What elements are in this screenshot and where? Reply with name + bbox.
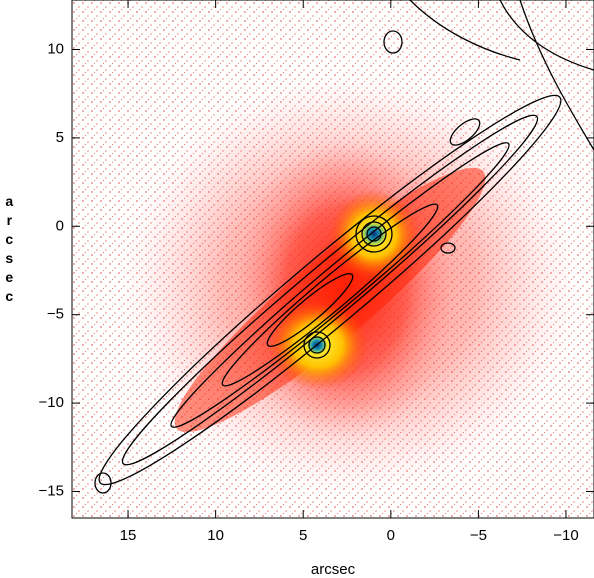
x-tick-label: 0 — [387, 527, 395, 544]
y-tick-label: 0 — [56, 217, 64, 234]
y-axis-label: arcsec — [1, 193, 17, 307]
x-axis-label: arcsec — [311, 561, 356, 578]
x-tick-label: 5 — [299, 527, 307, 544]
x-tick-label: 15 — [120, 527, 137, 544]
y-tick-label: −15 — [39, 482, 64, 499]
plot-frame — [71, 0, 594, 519]
contours — [94, 0, 594, 494]
y-tick-label: −10 — [39, 394, 64, 411]
x-tick-label: −10 — [553, 527, 578, 544]
image — [72, 0, 594, 518]
x-tick-label: −5 — [470, 527, 487, 544]
y-tick-label: 5 — [56, 129, 64, 146]
y-tick-label: 10 — [47, 40, 64, 57]
y-tick-label: −5 — [47, 306, 64, 323]
x-tick-label: 10 — [207, 527, 224, 544]
